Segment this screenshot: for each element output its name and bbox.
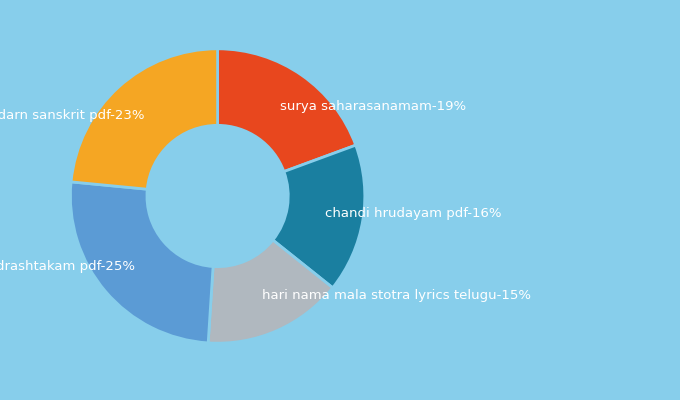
Wedge shape [273, 145, 364, 288]
Text: chandi hrudayam pdf-16%: chandi hrudayam pdf-16% [325, 207, 502, 220]
Text: hari nama mala stotra lyrics telugu-15%: hari nama mala stotra lyrics telugu-15% [262, 289, 530, 302]
Text: rudrashtakam pdf-25%: rudrashtakam pdf-25% [0, 260, 135, 273]
Text: surya saharasanamam-19%: surya saharasanamam-19% [280, 100, 466, 113]
Text: gita govindarn sanskrit pdf-23%: gita govindarn sanskrit pdf-23% [0, 109, 144, 122]
Wedge shape [208, 240, 333, 343]
Wedge shape [71, 182, 213, 343]
Wedge shape [218, 49, 356, 172]
Wedge shape [71, 49, 218, 189]
